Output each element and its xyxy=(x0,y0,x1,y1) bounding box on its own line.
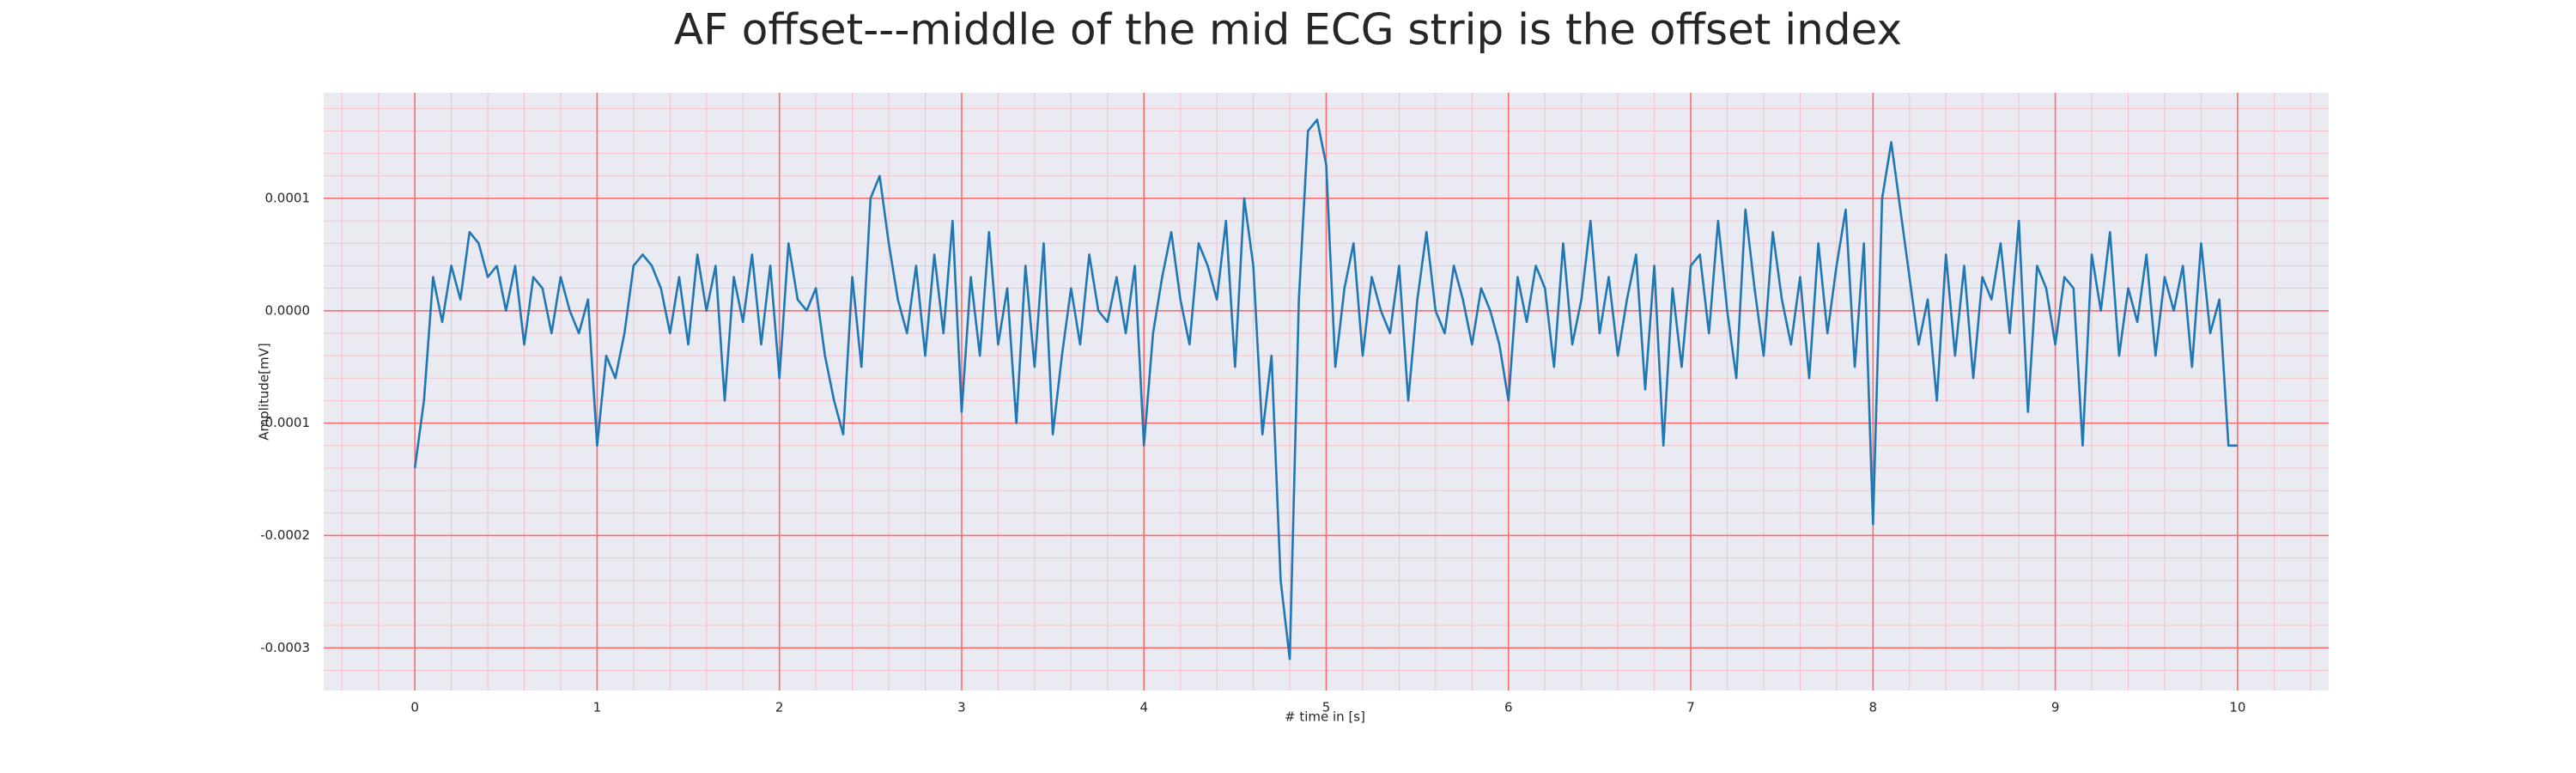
x-tick-label: 1 xyxy=(593,700,602,715)
chart-title: AF offset---middle of the mid ECG strip … xyxy=(674,5,1902,55)
x-tick-label: 6 xyxy=(1504,700,1513,715)
y-tick-label: -0.0002 xyxy=(260,527,310,543)
x-tick-label: 4 xyxy=(1139,700,1148,715)
x-tick-label: 0 xyxy=(410,700,419,715)
data-line xyxy=(413,119,2238,660)
y-tick-label: 0.0000 xyxy=(265,302,311,318)
x-tick-label: 3 xyxy=(957,700,966,715)
x-axis-label: # time in [s] xyxy=(1285,709,1365,725)
y-tick-label: 0.0001 xyxy=(265,190,311,205)
y-tick-label: -0.0001 xyxy=(260,415,310,430)
y-axis-label: Amplitude[mV] xyxy=(257,343,272,440)
x-tick-label: 5 xyxy=(1322,700,1331,715)
x-tick-label: 8 xyxy=(1869,700,1878,715)
x-tick-label: 10 xyxy=(2229,700,2245,715)
x-tick-label: 2 xyxy=(775,700,784,715)
y-tick-label: -0.0003 xyxy=(260,640,310,655)
x-tick-label: 9 xyxy=(2051,700,2060,715)
x-tick-label: 7 xyxy=(1686,700,1695,715)
